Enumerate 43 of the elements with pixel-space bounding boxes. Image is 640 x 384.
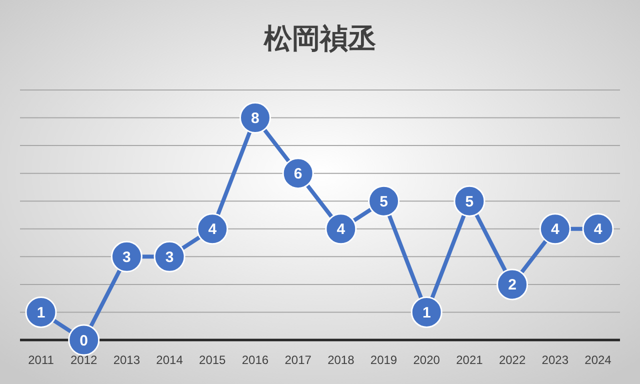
x-tick-label: 2011 xyxy=(28,353,54,367)
x-tick-label: 2021 xyxy=(456,353,484,367)
x-tick-label: 2017 xyxy=(284,353,312,367)
data-label: 5 xyxy=(380,193,388,210)
data-label: 5 xyxy=(465,193,474,210)
x-tick-label: 2014 xyxy=(156,353,184,367)
point xyxy=(454,185,486,217)
data-label: 4 xyxy=(594,221,603,238)
data-label: 2 xyxy=(508,276,516,294)
data-label: 1 xyxy=(36,304,46,322)
chart-title: 松岡禎丞 xyxy=(263,22,377,55)
data-label: 3 xyxy=(165,248,174,266)
point xyxy=(68,324,100,356)
data-label: 8 xyxy=(251,110,260,128)
point xyxy=(239,102,271,134)
x-tick-label: 2024 xyxy=(584,353,612,367)
x-tick-label: 2016 xyxy=(242,353,269,367)
data-label: 4 xyxy=(336,221,346,238)
x-tick-label: 2023 xyxy=(542,353,569,367)
x-tick-label: 2020 xyxy=(413,353,440,367)
point xyxy=(368,185,400,217)
data-label: 6 xyxy=(294,166,302,183)
data-label: 4 xyxy=(550,221,560,238)
point xyxy=(496,268,528,300)
x-tick-label: 2019 xyxy=(370,353,398,367)
data-label: 1 xyxy=(422,304,431,322)
point xyxy=(582,213,614,245)
point xyxy=(196,213,228,245)
point xyxy=(539,213,571,245)
point xyxy=(282,158,314,190)
data-label: 4 xyxy=(208,221,218,238)
point xyxy=(410,296,442,328)
x-tick-label: 2013 xyxy=(113,353,140,367)
data-label: 3 xyxy=(122,248,131,266)
point xyxy=(110,240,142,272)
data-label: 0 xyxy=(80,332,88,350)
point xyxy=(325,213,357,245)
x-tick-label: 2015 xyxy=(199,353,226,367)
point xyxy=(154,240,186,272)
x-tick-label: 2012 xyxy=(70,353,98,367)
point xyxy=(25,296,57,328)
x-tick-label: 2018 xyxy=(328,353,355,367)
x-tick-label: 2022 xyxy=(498,353,526,367)
